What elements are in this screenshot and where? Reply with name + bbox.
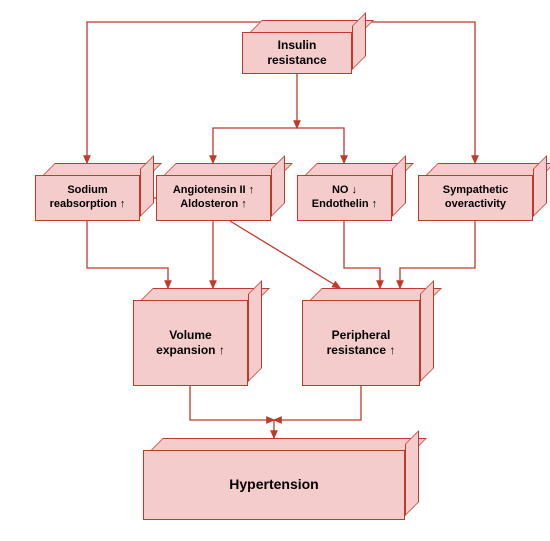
node-angio-front-face: Angiotensin II ↑ Aldosteron ↑ <box>156 175 271 221</box>
node-sodium-front-face: Sodium reabsorption ↑ <box>35 175 140 221</box>
edge-volume-to-join <box>190 386 274 420</box>
edge-peripheral-to-join <box>274 386 361 420</box>
node-angio: Angiotensin II ↑ Aldosteron ↑ <box>156 175 271 221</box>
node-sympathetic-label: Sympathetic overactivity <box>443 184 508 212</box>
node-volume-label: Volume expansion ↑ <box>156 328 225 358</box>
node-hypertension-label: Hypertension <box>229 476 318 494</box>
edge-symp-to-peripheral <box>400 221 475 288</box>
node-sympathetic-front-face: Sympathetic overactivity <box>418 175 533 221</box>
node-volume-side-face <box>248 280 262 382</box>
node-peripheral: Peripheral resistance ↑ <box>302 300 420 386</box>
node-peripheral-front-face: Peripheral resistance ↑ <box>302 300 420 386</box>
node-insulin: Insulin resistance <box>242 32 352 74</box>
node-insulin-front-face: Insulin resistance <box>242 32 352 74</box>
node-peripheral-label: Peripheral resistance ↑ <box>327 328 396 358</box>
node-peripheral-side-face <box>420 280 434 382</box>
node-hypertension-side-face <box>405 430 419 516</box>
node-no-label: NO ↓ Endothelin ↑ <box>312 184 377 212</box>
node-sodium-label: Sodium reabsorption ↑ <box>50 184 126 212</box>
node-sodium: Sodium reabsorption ↑ <box>35 175 140 221</box>
edge-split-to-no <box>297 128 344 163</box>
edge-no-to-peripheral <box>344 221 380 288</box>
node-volume-front-face: Volume expansion ↑ <box>133 300 248 386</box>
flowchart-canvas: Insulin resistance Sodium reabsorption ↑ A… <box>0 0 550 541</box>
node-hypertension-front-face: Hypertension <box>143 450 405 520</box>
edge-sodium-to-volume <box>87 221 168 288</box>
node-angio-label: Angiotensin II ↑ Aldosteron ↑ <box>173 184 254 212</box>
node-hypertension: Hypertension <box>143 450 405 520</box>
edge-angio-to-peripheral <box>230 221 340 288</box>
node-insulin-label: Insulin resistance <box>267 38 326 68</box>
node-no: NO ↓ Endothelin ↑ <box>297 175 392 221</box>
node-volume: Volume expansion ↑ <box>133 300 248 386</box>
node-no-front-face: NO ↓ Endothelin ↑ <box>297 175 392 221</box>
node-sympathetic: Sympathetic overactivity <box>418 175 533 221</box>
